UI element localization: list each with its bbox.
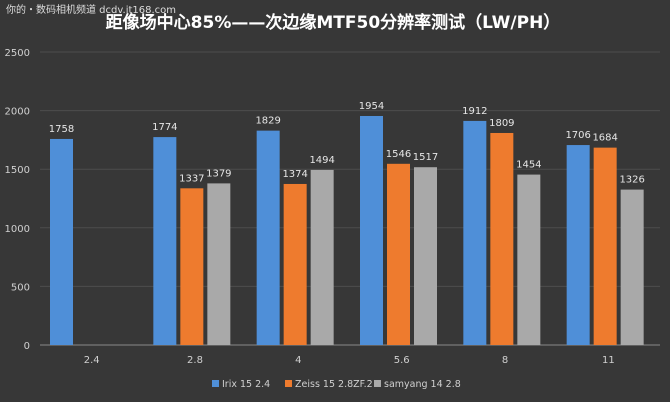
x-tick-label: 5.6 (394, 355, 410, 366)
data-label: 1326 (619, 175, 644, 186)
data-label: 1912 (462, 106, 487, 117)
y-tick-label: 1000 (5, 224, 30, 235)
bar (283, 183, 307, 345)
bar (256, 130, 280, 345)
legend: Irix 15 2.4 Zeiss 15 2.8ZF.2 samyang 14 2.… (212, 379, 461, 390)
y-tick-label: 1500 (5, 165, 30, 176)
legend-label: samyang 14 2.8 (384, 379, 461, 390)
data-label: 1379 (206, 168, 231, 179)
watermark-text: 你的・数码相机频道 dcdv.it168.com (6, 3, 176, 16)
x-tick-label: 4 (295, 355, 301, 366)
x-tick-label: 2.4 (84, 355, 100, 366)
y-tick-label: 2000 (5, 107, 30, 118)
bar (360, 115, 383, 345)
data-label: 1374 (282, 169, 307, 180)
legend-label: Zeiss 15 2.8ZF.2 (295, 379, 373, 390)
data-label: 1684 (592, 133, 617, 144)
data-label: 1829 (255, 116, 280, 127)
chart-title: 距像场中心85%——次边缘MTF50分辨率测试（LW/PH） (106, 12, 561, 33)
bar (490, 132, 514, 345)
y-tick-label: 0 (24, 341, 30, 352)
bar (620, 189, 644, 345)
y-axis: 0 500 1000 1500 2000 2500 (5, 48, 30, 352)
data-label: 1774 (152, 122, 177, 133)
bar (50, 138, 73, 345)
bar (517, 174, 541, 345)
y-tick-label: 500 (11, 282, 30, 293)
gridlines (40, 51, 660, 346)
data-label: 1337 (179, 173, 204, 184)
legend-swatch (212, 380, 219, 387)
legend-label: Irix 15 2.4 (222, 379, 270, 390)
x-tick-label: 2.8 (187, 355, 203, 366)
x-tick-label: 11 (602, 355, 615, 366)
bar (414, 167, 437, 345)
bar (310, 169, 334, 345)
data-label: 1546 (386, 149, 411, 160)
bars (50, 115, 644, 345)
data-label: 1494 (309, 155, 334, 166)
x-tick-label: 8 (502, 355, 508, 366)
data-label: 1809 (489, 118, 514, 129)
data-label: 1954 (359, 101, 384, 112)
legend-swatch (285, 380, 292, 387)
x-axis: 2.4 2.8 4 5.6 8 11 (84, 355, 615, 366)
data-label: 1706 (565, 130, 590, 141)
data-label: 1517 (413, 152, 438, 163)
bar (463, 120, 487, 345)
y-tick-label: 2500 (5, 48, 30, 59)
bar (387, 163, 410, 345)
bar (593, 147, 617, 345)
bar (180, 188, 204, 345)
data-label: 1454 (516, 160, 541, 171)
legend-swatch (374, 380, 381, 387)
bar (207, 183, 231, 345)
data-label: 1758 (49, 124, 74, 135)
bar (153, 137, 177, 345)
bar (566, 145, 590, 345)
